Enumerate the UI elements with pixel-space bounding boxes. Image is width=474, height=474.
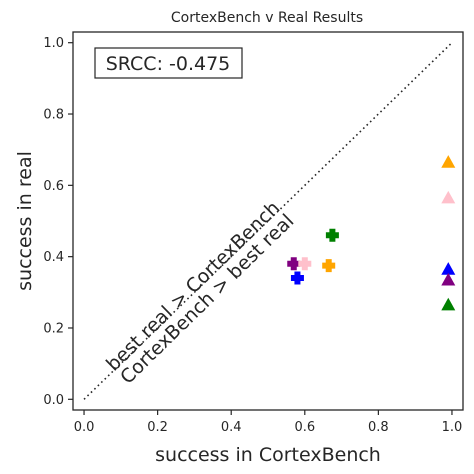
plus-marker-point bbox=[298, 257, 312, 271]
triangle-marker-point bbox=[441, 272, 456, 286]
y-tick-label: 0.2 bbox=[43, 321, 64, 336]
y-tick-label: 0.8 bbox=[43, 108, 64, 123]
x-tick-label: 0.0 bbox=[74, 420, 95, 435]
lower-region-annotation: CortexBench > best real bbox=[116, 210, 298, 389]
x-tick-label: 0.2 bbox=[147, 420, 168, 435]
x-axis-label: success in CortexBench bbox=[155, 444, 381, 466]
y-axis-label: success in real bbox=[14, 151, 36, 291]
x-tick-label: 0.8 bbox=[368, 420, 389, 435]
plot-frame bbox=[72, 31, 464, 411]
triangle-marker-point bbox=[441, 155, 456, 168]
y-tick-label: 0.4 bbox=[43, 250, 64, 265]
y-tick-label: 1.0 bbox=[43, 36, 64, 51]
x-tick-label: 0.4 bbox=[221, 420, 242, 435]
srcc-box bbox=[94, 47, 243, 79]
upper-region-annotation: best real > CortexBench bbox=[102, 197, 284, 376]
plus-marker-point bbox=[287, 257, 301, 271]
y-tick-label: 0.0 bbox=[43, 393, 64, 408]
triangle-marker-point bbox=[441, 190, 456, 204]
x-tick-label: 1.0 bbox=[442, 420, 463, 435]
points-layer bbox=[287, 155, 456, 311]
plus-marker-point bbox=[290, 271, 304, 285]
x-tick-label: 0.6 bbox=[294, 420, 315, 435]
triangle-marker-point bbox=[441, 262, 456, 275]
plus-marker-point bbox=[322, 259, 336, 273]
ticks-layer: 0.0 0.2 0.4 0.6 0.8 1.0 0.0 0.2 0.4 0.6 0.8 1.0 bbox=[43, 36, 462, 435]
y-tick-label: 0.6 bbox=[43, 179, 64, 194]
triangle-marker-point bbox=[441, 297, 456, 311]
plus-marker-point bbox=[325, 228, 339, 242]
srcc-annotation: SRCC: -0.475 bbox=[106, 53, 231, 75]
chart-title: CortexBench v Real Results bbox=[171, 10, 363, 26]
